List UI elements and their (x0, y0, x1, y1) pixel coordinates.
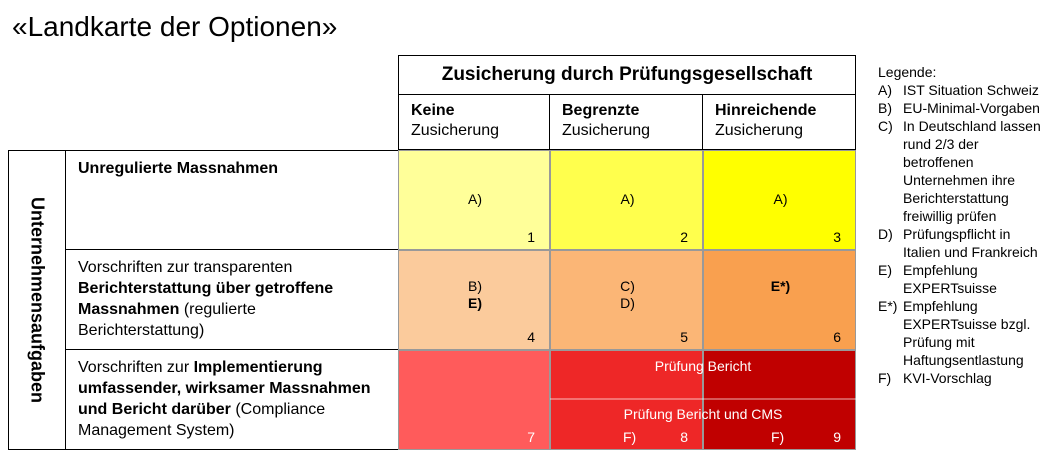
cell-number: 9 (833, 429, 841, 445)
matrix-cell-7: 7 (398, 350, 550, 450)
legend-item: A) IST Situation Schweiz (878, 81, 1043, 99)
legend-key: B) (878, 100, 892, 116)
cell-number: 5 (680, 329, 688, 345)
cell-option: A) (620, 191, 635, 207)
row-label-unreguliert: Unregulierte Massnahmen (66, 150, 399, 250)
row-label-text: Vorschriften zur Implementierung umfasse… (78, 359, 371, 439)
legend-title: Legende: (878, 64, 937, 80)
row-label-implementierung: Vorschriften zur Implementierung umfasse… (66, 350, 399, 450)
matrix-cell-2: A) 2 (550, 150, 703, 250)
matrix-cell-6: E*) 6 (703, 250, 856, 350)
matrix-cell-9: F) 9 (703, 350, 856, 450)
band-divider (550, 398, 856, 400)
cell-number: 6 (833, 329, 841, 345)
cell-option-secondary: D) (620, 295, 635, 311)
cell-option: A) (468, 191, 482, 207)
cell-number: 1 (527, 229, 535, 245)
row-label-text: Unregulierte Massnahmen (78, 160, 278, 177)
column-header-normal: Zusicherung (715, 122, 804, 139)
row-label-part: (regulierte Berichterstattung) (78, 301, 256, 339)
legend-key: C) (878, 118, 893, 134)
legend-item: C) In Deutschland lassen rund 2/3 der bet… (878, 117, 1043, 225)
cell-option-secondary: E) (468, 295, 482, 311)
cell-number: 4 (527, 329, 535, 345)
cell-number: 7 (527, 429, 535, 445)
row-label-text: Vorschriften zur transparenten Berichter… (78, 259, 333, 339)
row-axis-label: Unternehmensaufgaben (27, 196, 48, 404)
row-label-part: Vorschriften zur transparenten (78, 259, 293, 276)
legend-text: IST Situation Schweiz (903, 82, 1039, 98)
legend-key: E) (878, 262, 892, 278)
row-axis-box: Unternehmensaufgaben (8, 150, 66, 450)
column-header-keine: Keine Zusicherung (398, 95, 550, 150)
column-header-hinreichende: Hinreichende Zusicherung (703, 95, 856, 150)
matrix-cell-5: C) D) 5 (550, 250, 703, 350)
matrix-cell-4: B) E) 4 (398, 250, 550, 350)
cell-option: B) (468, 278, 482, 294)
legend-key: F) (878, 370, 892, 386)
column-header-bold: Keine (411, 102, 455, 119)
band-label: Prüfung Bericht (654, 358, 752, 374)
band-pruefung-bericht: Prüfung Bericht (550, 350, 856, 398)
legend-text: Empfehlung EXPERTsuisse (903, 262, 997, 296)
cell-option: E*) (770, 278, 791, 294)
band-label: Prüfung Bericht und CMS (623, 406, 783, 422)
legend-text: KVI-Vorschlag (903, 370, 992, 386)
legend-text: Empfehlung EXPERTsuisse bzgl. Prüfung mi… (903, 298, 1031, 368)
legend-key: A) (878, 82, 892, 98)
matrix-cell-1: A) 1 (398, 150, 550, 250)
assurance-header-label: Zusicherung durch Prüfungsgesellschaft (441, 64, 813, 85)
cell-option: F) (771, 429, 785, 445)
legend-items: A) IST Situation Schweiz B) EU-Minimal-Vorg… (878, 81, 1043, 387)
row-label-part: Berichterstattung über getroffene Massna… (78, 280, 334, 318)
cell-number: 2 (680, 229, 688, 245)
cell-number: 3 (833, 229, 841, 245)
legend-item: F) KVI-Vorschlag (878, 369, 1043, 387)
legend-text: In Deutschland lassen rund 2/3 der betro… (903, 118, 1041, 224)
legend-item: D) Prüfungspflicht in Italien und Frankre… (878, 225, 1043, 261)
matrix-cell-8: F) 8 (550, 350, 703, 450)
legend: Legende: A) IST Situation Schweiz B) EU-Min… (878, 63, 1043, 387)
legend-key: E*) (878, 298, 898, 314)
legend-item: B) EU-Minimal-Vorgaben (878, 99, 1043, 117)
cell-option: C) (620, 278, 635, 294)
column-header-bold: Begrenzte (562, 102, 640, 119)
row-label-part: Vorschriften zur (78, 359, 194, 376)
column-header-normal: Zusicherung (411, 122, 500, 139)
legend-key: D) (878, 226, 893, 242)
matrix-cell-3: A) 3 (703, 150, 856, 250)
cell-number: 8 (680, 429, 688, 445)
legend-item: E*) Empfehlung EXPERTsuisse bzgl. Prüfung… (878, 297, 1043, 369)
column-header-bold: Hinreichende (715, 102, 817, 119)
legend-item: E) Empfehlung EXPERTsuisse (878, 261, 1043, 297)
row-label-part: Unregulierte Massnahmen (78, 160, 279, 177)
column-header-normal: Zusicherung (562, 122, 651, 139)
row-label-part: Implementierung umfassender, wirksamer M… (78, 359, 371, 418)
row-label-part: (Compliance Management System) (78, 401, 326, 439)
column-header-begrenzte: Begrenzte Zusicherung (550, 95, 703, 150)
row-label-berichterstattung: Vorschriften zur transparenten Berichter… (66, 250, 399, 350)
legend-text: EU-Minimal-Vorgaben (903, 100, 1040, 116)
cell-option: A) (773, 191, 788, 207)
band-pruefung-bericht-cms: Prüfung Bericht und CMS (550, 400, 856, 430)
assurance-header: Zusicherung durch Prüfungsgesellschaft (398, 55, 856, 95)
cell-option: F) (623, 429, 637, 445)
page-title: «Landkarte der Optionen» (12, 11, 338, 42)
legend-text: Prüfungspflicht in Italien und Frankreic… (903, 226, 1038, 260)
